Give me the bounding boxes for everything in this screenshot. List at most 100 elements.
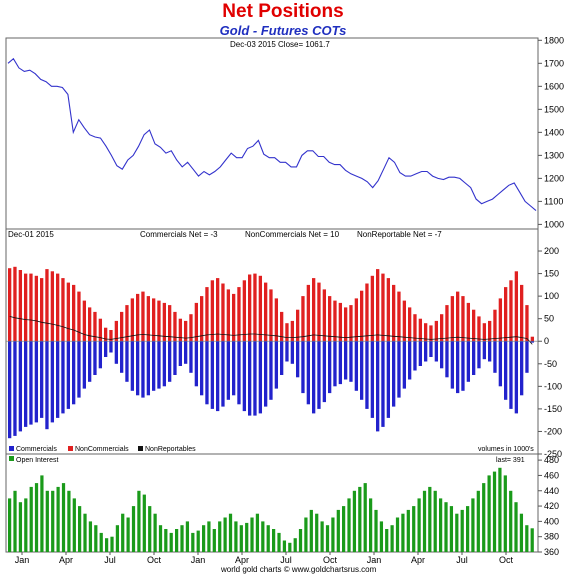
commercials-bar (162, 341, 167, 387)
month-tick-label: Apr (411, 555, 425, 565)
noncommercials-bar (402, 300, 407, 342)
noncommercials-bar (136, 293, 140, 342)
noncommercials-bar (504, 287, 508, 342)
commercials-bar (434, 341, 439, 362)
noncommercials-bar (450, 296, 455, 342)
legend-nonreportables-swatch (138, 446, 143, 451)
noncommercials-bar (184, 320, 188, 342)
commercials-bar (338, 341, 343, 385)
commercials-bar (349, 341, 353, 382)
noncommercials-bar (56, 273, 60, 342)
open-interest-bar (325, 525, 330, 552)
commercials-bar (301, 341, 305, 394)
commercials-bar (354, 341, 359, 391)
commercials-bar (157, 341, 161, 389)
noncommercials-bar (189, 314, 193, 342)
commercials-bar (285, 341, 289, 362)
commercials-bar (370, 341, 375, 418)
noncommercials-bar (344, 307, 348, 342)
commercials-bar (237, 341, 241, 405)
net-tick-label: 0 (544, 336, 549, 346)
commercials-bar (98, 341, 103, 369)
commercials-bar (56, 341, 60, 418)
open-interest-bar (331, 517, 335, 552)
commercials-bar (184, 341, 188, 364)
price-tick-label: 1300 (544, 150, 564, 160)
commercials-bar (8, 341, 12, 439)
commercials-bar (488, 341, 492, 362)
commercials-bar (77, 341, 81, 398)
legend-oi-swatch (9, 456, 14, 461)
commercials-bar (216, 341, 220, 412)
open-interest-panel (8, 467, 534, 553)
noncommercials-bar (216, 278, 220, 342)
open-interest-bar (105, 538, 109, 552)
noncommercials-bar (29, 273, 33, 342)
commercials-bar (50, 341, 55, 423)
price-tick-label: 1100 (544, 196, 563, 206)
commercials-bar (24, 341, 28, 427)
noncommercials-bar (397, 291, 401, 342)
open-interest-bar (530, 528, 534, 552)
open-interest-bar (29, 486, 33, 552)
noncommercials-bar (221, 283, 225, 342)
noncommercials-bar (61, 278, 65, 342)
open-interest-bar (115, 525, 120, 552)
oi-tick-label: 360 (544, 547, 559, 557)
commercials-bar (504, 341, 508, 400)
oi-tick-label: 480 (544, 455, 559, 465)
open-interest-bar (137, 490, 141, 553)
chart-title: Net Positions (222, 1, 344, 22)
noncommercials-bar (392, 284, 396, 342)
open-interest-bar (417, 498, 421, 552)
last-value-label: last= 391 (496, 457, 525, 464)
noncommercials-bar (381, 273, 385, 342)
open-interest-bar (449, 506, 454, 552)
month-tick-label: Apr (59, 555, 73, 565)
commercials-bar (120, 341, 124, 373)
noncommercials-bar (349, 305, 353, 342)
commercials-bar (173, 341, 177, 375)
month-tick-label: Jul (104, 555, 116, 565)
open-interest-bar (212, 529, 216, 552)
open-interest-bar (234, 521, 238, 552)
open-interest-bar (514, 502, 518, 552)
noncommercials-bar (488, 320, 492, 342)
open-interest-bar (498, 467, 502, 552)
noncommercials-bar (365, 283, 369, 342)
noncommercials-bar (322, 289, 327, 342)
noncommercials-bar (45, 269, 49, 342)
noncommercials-bar (93, 311, 97, 342)
open-interest-bar (88, 521, 93, 552)
open-interest-bar (471, 498, 475, 552)
open-interest-bar (422, 490, 427, 553)
noncommercials-bar (146, 296, 151, 342)
commercials-bar (440, 341, 444, 369)
commercials-bar (424, 341, 428, 362)
commercials-bar (306, 341, 311, 405)
noncommercials-bar (434, 320, 439, 342)
open-interest-bar (131, 506, 136, 552)
noncommercials-bar (178, 318, 183, 342)
open-interest-bar (51, 490, 55, 553)
noncommercials-bar (509, 280, 513, 342)
commercials-bar (472, 341, 476, 375)
price-line (7, 57, 537, 212)
noncommercials-bar (248, 274, 252, 342)
axes: 100011001200130014001500160017001800-250… (15, 35, 564, 565)
commercials-bar (290, 341, 295, 364)
open-interest-bar (121, 513, 125, 552)
noncommercials-bar (264, 282, 268, 342)
net-tick-label: 150 (544, 269, 559, 279)
noncommercials-bar (386, 278, 391, 342)
noncommercials-bar (285, 323, 289, 342)
noncommercials-bar (24, 273, 28, 342)
month-tick-label: Jul (280, 555, 292, 565)
oi-tick-label: 400 (544, 516, 559, 526)
commercials-bar (152, 341, 156, 391)
noncommercials-bar (306, 284, 311, 342)
noncommercials-bar (205, 287, 209, 342)
noncommercials-bar (125, 305, 129, 342)
open-interest-bar (282, 540, 287, 552)
oi-tick-label: 460 (544, 470, 559, 480)
